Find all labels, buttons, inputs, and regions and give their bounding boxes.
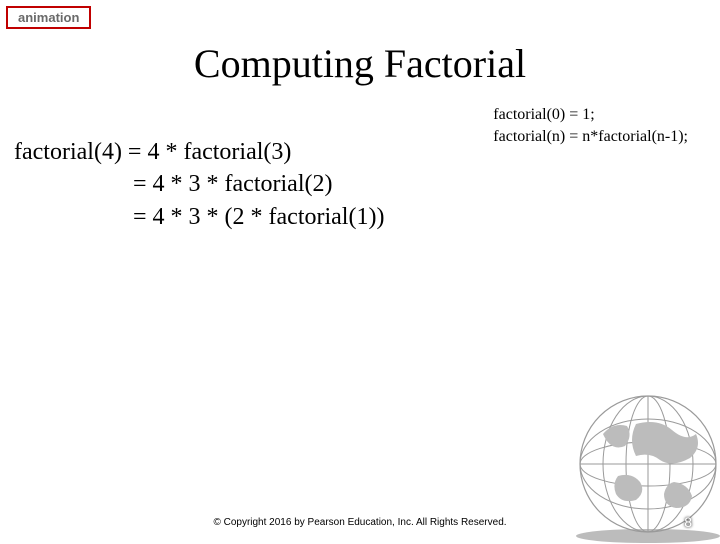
factorial-expansion: factorial(4) = 4 * factorial(3) = 4 * 3 …	[14, 136, 384, 233]
globe-icon	[548, 364, 720, 544]
factorial-rules: factorial(0) = 1; factorial(n) = n*facto…	[493, 104, 688, 149]
step-line-1: factorial(4) = 4 * factorial(3)	[14, 136, 384, 168]
step-line-3: = 4 * 3 * (2 * factorial(1))	[14, 201, 384, 233]
animation-badge-label: animation	[18, 10, 79, 25]
rule-base-case: factorial(0) = 1;	[493, 104, 688, 126]
page-title: Computing Factorial	[0, 40, 720, 87]
page-number: 8	[684, 514, 692, 530]
rule-recursive-case: factorial(n) = n*factorial(n-1);	[493, 126, 688, 148]
step-line-2: = 4 * 3 * factorial(2)	[14, 168, 384, 200]
animation-badge: animation	[6, 6, 91, 29]
